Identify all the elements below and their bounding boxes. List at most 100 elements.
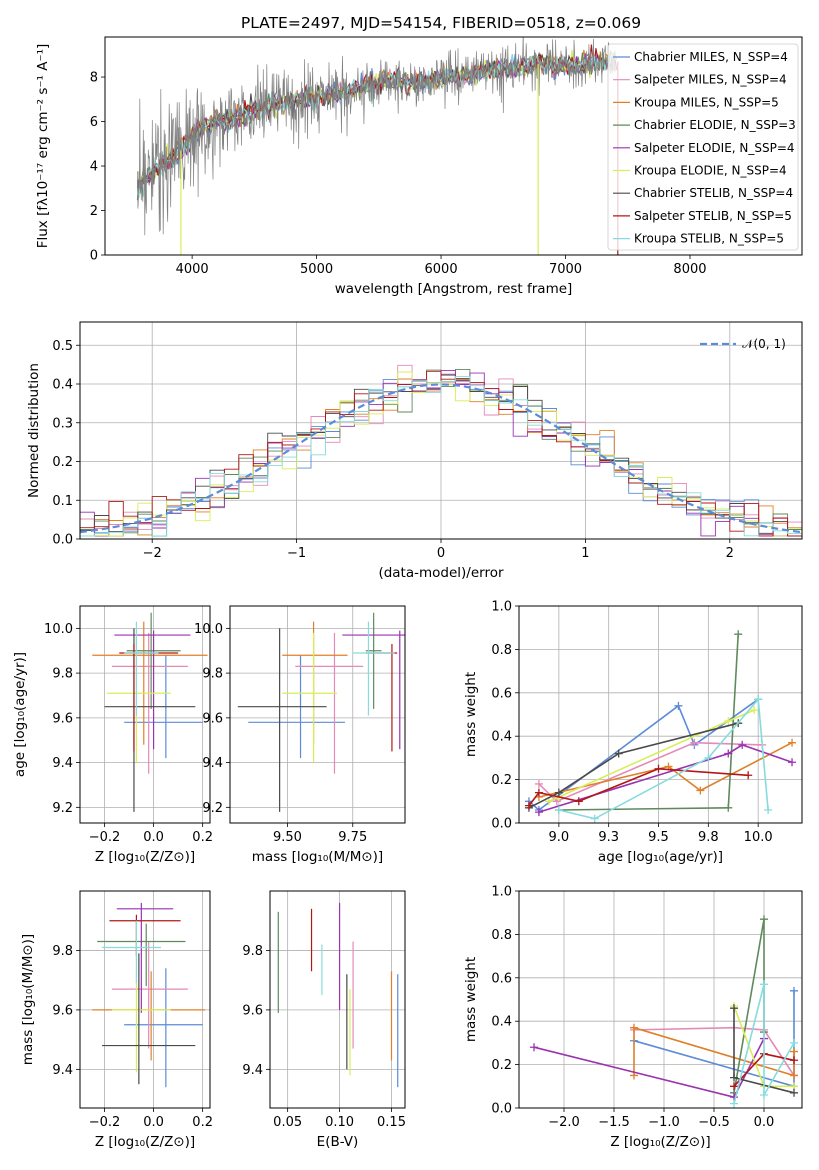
x-tick-label-spectrum: 7000 [549,262,582,277]
legend-entry: Kroupa ELODIE, N_SSP=4 [634,164,787,178]
panel-weight_vs_age: 9.0 9.3 9.5 9.8 10.0 0.0 0.2 0.4 0.6 0.8 1.0 age [l… [463,600,803,865]
weight-marker [724,803,733,812]
weight-marker [790,1047,798,1056]
y-tick-label-weight_vs_Z: 0.8 [491,928,512,943]
legend-entry: Kroupa MILES, N_SSP=5 [634,95,779,109]
weight-marker [730,1082,738,1091]
y-tick-label-mass_vs_ebv: 9.8 [242,944,263,959]
x-tick-label-mass_vs_Z: 0.2 [192,1115,213,1130]
y-tick-label-mass_vs_Z: 9.8 [52,944,73,959]
y-tick-label-weight_vs_age: 0.0 [491,817,512,832]
panel-residuals: −2 −1 0 1 2 0.0 0.1 0.2 0.3 0.4 0.5 (data-model)/er… [26,321,803,581]
x-tick-label-weight_vs_age: 9.5 [648,830,669,845]
panel-weight_vs_Z: −2.0 −1.5 −1.0 −0.5 0.0 0.0 0.2 0.4 0.6 0.8 1.0 Z [… [463,885,803,1150]
x-tick-label-mass_vs_ebv: 0.10 [325,1115,354,1130]
x-tick-label-residuals: −1 [287,546,306,561]
weight-marker [534,808,543,817]
weight-line-chabrier-elodie [558,634,739,811]
weight-marker [530,1043,538,1052]
y-axis-label-spectrum: Flux [fλ10⁻¹⁷ erg cm⁻² s⁻¹ A⁻¹] [35,44,51,249]
legend-entry: Chabrier STELIB, N_SSP=4 [634,186,793,200]
weight-marker [724,749,733,758]
y-tick-label-mass_vs_Z: 9.4 [52,1063,73,1078]
weight-marker [630,1023,638,1032]
weight-marker [614,749,623,758]
legend-frame [607,43,799,251]
legend-entry: Kroupa STELIB, N_SSP=5 [634,232,784,246]
plot-area-age_vs_mass [237,612,405,812]
y-tick-label-residuals: 0.2 [52,455,73,470]
frame-weight_vs_age [518,605,803,824]
x-axis-label-weight_vs_age: age [log₁₀(age/yr)] [598,849,723,865]
x-tick-label-spectrum: 5000 [300,262,333,277]
y-tick-label-spectrum: 2 [90,204,98,219]
weight-marker [690,738,699,747]
weight-marker [790,986,798,995]
weight-line-kroupa-stelib [733,984,795,1104]
x-tick-label-spectrum: 8000 [673,262,706,277]
frame-mass_vs_Z [79,890,211,1109]
y-tick-label-age_vs_mass: 9.6 [202,711,223,726]
weight-marker [534,779,543,788]
y-tick-label-weight_vs_age: 1.0 [491,600,512,615]
weight-marker [534,788,543,797]
x-tick-label-weight_vs_Z: −1.0 [648,1115,680,1130]
x-tick-label-spectrum: 6000 [425,262,458,277]
x-tick-label-residuals: 2 [726,546,734,561]
legend-entry: Chabrier ELODIE, N_SSP=3 [634,118,796,132]
figure-title: PLATE=2497, MJD=54154, FIBERID=0518, z=0… [241,14,641,32]
x-tick-label-weight_vs_Z: 0.0 [754,1115,775,1130]
spectrum-legend: Chabrier MILES, N_SSP=4 Salpeter MILES, N… [607,43,799,251]
y-tick-label-residuals: 0.4 [52,378,73,393]
weight-marker [738,740,747,749]
hist-salpeter-stelib [80,370,802,539]
weight-marker [790,1056,798,1065]
y-tick-label-weight_vs_Z: 0.6 [491,971,512,986]
y-tick-label-spectrum: 0 [90,249,98,264]
weight-marker [574,797,583,806]
x-axis-label-mass_vs_Z: Z [log₁₀(Z/Z⊙)] [95,1134,195,1150]
y-tick-label-age_vs_Z: 9.6 [52,711,73,726]
y-axis-label-residuals: Normed distribution [26,363,42,498]
weight-marker [544,797,553,806]
plot-area-mass_vs_Z [92,902,206,1088]
legend-entry: Chabrier MILES, N_SSP=4 [634,50,788,64]
y-tick-label-age_vs_mass: 9.4 [202,756,223,771]
weight-marker [788,738,797,747]
y-tick-label-spectrum: 8 [90,71,98,86]
x-tick-label-weight_vs_Z: −0.5 [698,1115,730,1130]
plot-area-age_vs_Z [92,612,208,812]
frame-mass_vs_ebv [269,890,406,1109]
y-tick-label-weight_vs_age: 0.6 [491,686,512,701]
y-tick-label-weight_vs_Z: 0.0 [491,1102,512,1117]
spectrum-data [137,37,616,236]
x-tick-label-spectrum: 4000 [176,262,209,277]
weight-marker [674,701,683,710]
hist-kroupa-stelib [80,376,802,539]
weight-marker [788,758,797,767]
y-tick-label-age_vs_mass: 9.2 [202,801,223,816]
legend-entry: Salpeter MILES, N_SSP=4 [634,73,787,87]
weight-marker [750,706,759,715]
x-axis-label-weight_vs_Z: Z [log₁₀(Z/Z⊙)] [610,1134,710,1150]
x-tick-label-age_vs_Z: −0.2 [89,830,121,845]
x-axis-label-residuals: (data-model)/error [378,565,504,581]
y-axis-label-weight_vs_Z: mass weight [463,957,479,1042]
weight-line-salpeter-miles [538,741,763,803]
frame-residuals [79,321,803,540]
x-tick-label-weight_vs_Z: −1.5 [598,1115,630,1130]
y-tick-label-age_vs_Z: 9.8 [52,667,73,682]
x-tick-label-mass_vs_Z: −0.2 [89,1115,121,1130]
panel-age_vs_Z: −0.2 0.0 0.2 9.2 9.4 9.6 9.8 10.0 Z [log₁₀(Z/Z⊙)… [12,605,213,865]
weight-line-salpeter-elodie [538,744,793,813]
y-tick-label-weight_vs_age: 0.8 [491,643,512,658]
y-tick-label-spectrum: 4 [90,160,98,175]
x-tick-label-age_vs_Z: 0.2 [192,830,213,845]
weight-line-kroupa-miles [538,741,793,798]
y-axis-label-age_vs_Z: age [log₁₀(age/yr)] [12,652,28,777]
weight-marker [654,764,663,773]
x-tick-label-residuals: −2 [143,546,162,561]
y-tick-label-residuals: 0.3 [52,416,73,431]
weight-marker [734,630,743,639]
weight-marker [704,753,713,762]
